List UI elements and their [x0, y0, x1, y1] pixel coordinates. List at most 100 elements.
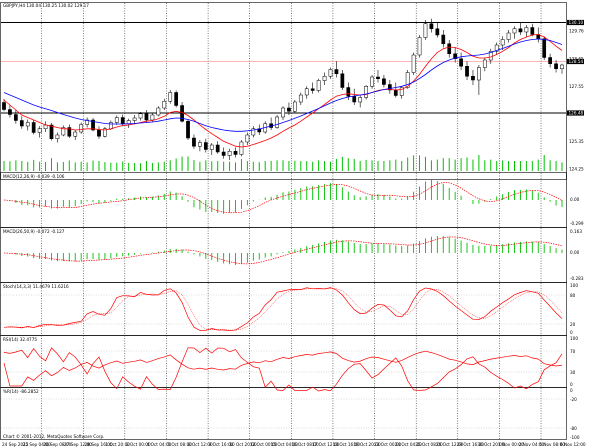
- candle: [174, 90, 179, 108]
- time-tick: 25 Sep 04:00: [23, 442, 51, 447]
- candle: [209, 143, 214, 155]
- time-tick: 1 Nov 00:00: [498, 442, 524, 447]
- candle: [542, 36, 547, 60]
- candle: [162, 98, 167, 110]
- candle: [322, 72, 327, 85]
- time-tick: 10 Oct 20:00: [229, 442, 257, 447]
- candle: [97, 126, 101, 139]
- candle: [560, 63, 564, 74]
- price-tag: 128.54: [567, 58, 584, 65]
- stoch-tick-100: 100: [570, 283, 578, 288]
- candle: [364, 85, 368, 100]
- macd2-label: MACD(26,50,9) -0.072 -0.127: [3, 229, 65, 234]
- wpr-tick-0: 0: [570, 388, 573, 393]
- candle: [144, 110, 149, 123]
- candle: [281, 106, 285, 120]
- candle: [411, 52, 416, 75]
- candle: [251, 126, 256, 138]
- candle: [192, 134, 196, 149]
- candle: [316, 78, 321, 93]
- candle: [304, 86, 309, 99]
- candle: [500, 36, 505, 50]
- time-tick: 2 Nov 04:00: [519, 442, 545, 447]
- candle: [405, 70, 410, 89]
- candle: [31, 120, 36, 135]
- price-panel[interactable]: GBPJPY,H4 130.04 130.25 130.02 129.17 13…: [1, 3, 584, 171]
- time-tick: 17 Oct 12:00: [312, 442, 340, 447]
- candle: [453, 47, 458, 63]
- candle: [482, 57, 487, 72]
- candle: [79, 122, 84, 134]
- time-tick: 28 Sep 16:00: [85, 442, 113, 447]
- candle: [334, 61, 339, 78]
- candle: [358, 95, 363, 108]
- candle: [239, 140, 244, 157]
- candle: [138, 112, 143, 121]
- candle: [524, 25, 529, 38]
- candle: [399, 86, 404, 99]
- candle: [554, 60, 558, 73]
- candle: [2, 98, 6, 112]
- candle: [85, 117, 89, 128]
- candle: [227, 148, 232, 160]
- candle: [417, 35, 422, 58]
- rsi-panel[interactable]: RSI(14) 32.4775 100 70 30 0: [1, 336, 578, 387]
- panel-frames: [0, 2, 567, 440]
- macd2-tick-1: 0.00: [570, 250, 580, 255]
- candle: [186, 119, 190, 140]
- time-tick: 6 Nov 12:00: [560, 442, 586, 447]
- macd2-panel[interactable]: MACD(26,50,9) -0.072 -0.127 0.163 0.00 -…: [3, 229, 584, 281]
- stoch-tick-0: 0: [570, 330, 573, 335]
- rsi-label: RSI(14) 32.4775: [3, 337, 37, 342]
- price-tick: 124.25: [569, 166, 584, 171]
- time-tick: 29 Oct 16:00: [457, 442, 485, 447]
- candle: [310, 82, 315, 94]
- stoch-tick-20: 20: [570, 322, 576, 327]
- candle: [61, 125, 66, 137]
- ma-fast-line: [3, 34, 563, 148]
- macd1-histogram: [9, 180, 563, 214]
- candle: [423, 20, 428, 40]
- candlesticks: [2, 18, 564, 160]
- stoch-tick-80: 80: [570, 293, 576, 298]
- time-tick: 18 Oct 16:00: [333, 442, 361, 447]
- time-tick: 4 Oct 04:00: [147, 442, 172, 447]
- candle: [67, 124, 72, 138]
- candle: [488, 48, 493, 64]
- price-tag: 126.48: [567, 110, 584, 116]
- candle: [25, 119, 30, 131]
- volume-bars: [3, 155, 563, 171]
- macd2-tick-2: -0.283: [570, 276, 584, 281]
- macd1-tick-1: -0.299: [570, 221, 584, 226]
- candle: [233, 147, 238, 158]
- wpr-label: %R(14) -86.2852: [3, 389, 39, 394]
- candle: [471, 70, 475, 85]
- candle: [14, 110, 18, 124]
- candle: [156, 106, 161, 117]
- candle: [287, 102, 291, 115]
- candle: [548, 53, 552, 68]
- macd1-panel[interactable]: MACD(12,26,9) -0.039 -0.106 0.00 -0.299: [3, 174, 584, 226]
- copyright-label: Chart © 2001-2012, MetaQuotes Software C…: [3, 434, 104, 439]
- price-tags: 130.10 128.54 126.48: [567, 19, 584, 116]
- candle: [429, 18, 434, 33]
- time-tick: 27 Sep 12:00: [64, 442, 92, 447]
- wpr-tick-20: -20: [570, 397, 577, 402]
- vertical-grid: [41, 3, 542, 440]
- candle: [387, 80, 392, 94]
- candle: [221, 147, 226, 159]
- candle: [382, 75, 386, 88]
- candle: [298, 92, 303, 105]
- stoch-panel[interactable]: Stoch(14,3,3) 11.4679 11.6216 100 80 20 …: [1, 283, 578, 335]
- svg-text:126.48: 126.48: [569, 111, 584, 116]
- stoch-d-line: [3, 288, 563, 331]
- candle: [293, 100, 297, 113]
- price-tick: 127.55: [569, 84, 584, 89]
- rsi-tick-30: 30: [570, 370, 576, 375]
- candle: [477, 65, 481, 95]
- candle: [275, 115, 279, 129]
- wpr-panel[interactable]: %R(14) -86.2852 0 -20 -80 -100: [1, 347, 580, 440]
- candle: [441, 30, 446, 48]
